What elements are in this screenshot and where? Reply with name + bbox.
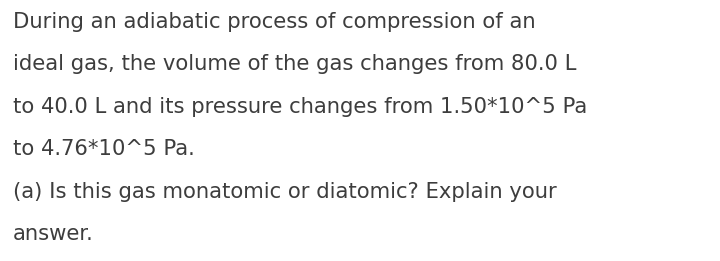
Text: to 4.76*10^5 Pa.: to 4.76*10^5 Pa. [13,139,194,159]
Text: (a) Is this gas monatomic or diatomic? Explain your: (a) Is this gas monatomic or diatomic? E… [13,182,557,202]
Text: ideal gas, the volume of the gas changes from 80.0 L: ideal gas, the volume of the gas changes… [13,54,576,74]
Text: to 40.0 L and its pressure changes from 1.50*10^5 Pa: to 40.0 L and its pressure changes from … [13,97,588,117]
Text: During an adiabatic process of compression of an: During an adiabatic process of compressi… [13,12,536,32]
Text: answer.: answer. [13,224,94,245]
